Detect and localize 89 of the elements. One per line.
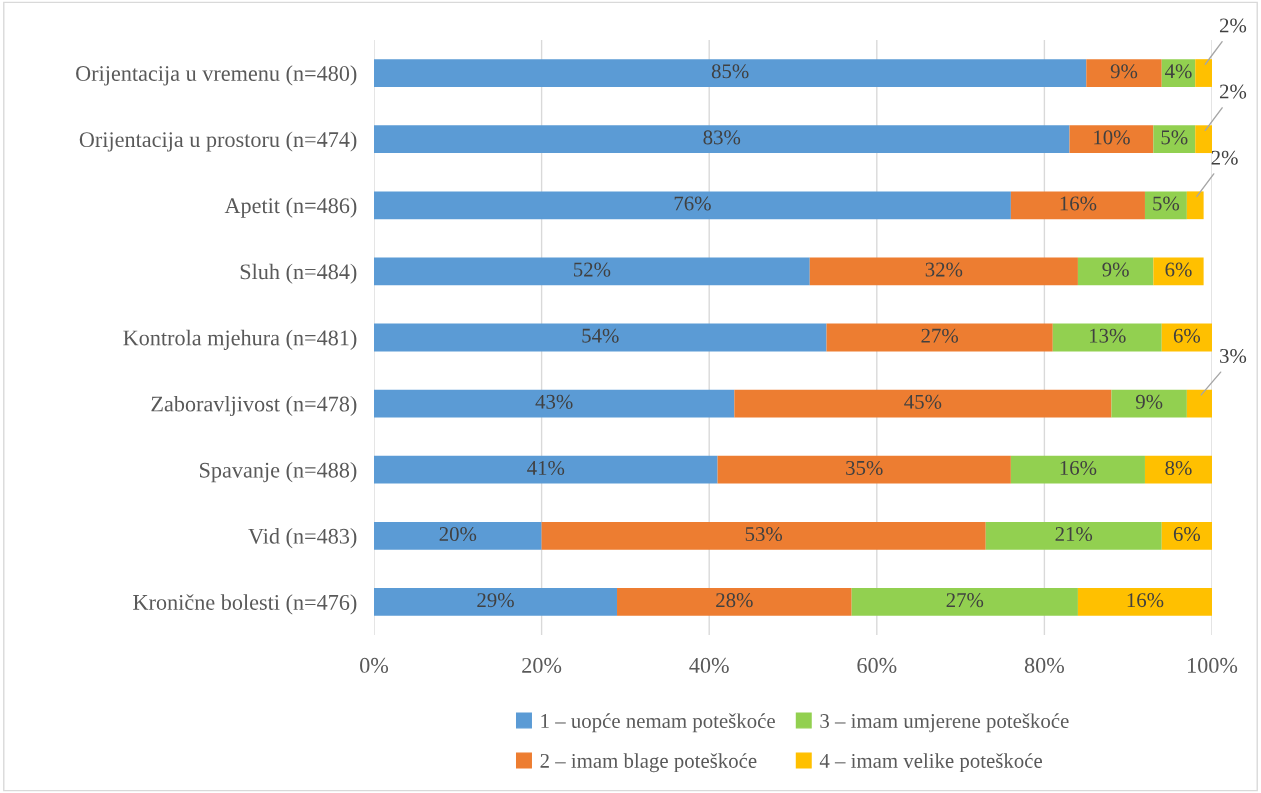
bar bbox=[1153, 257, 1204, 286]
bar bbox=[809, 257, 1078, 286]
data-label: 16% bbox=[1060, 196, 1097, 211]
data-label: 20% bbox=[439, 526, 477, 542]
data-label: 35% bbox=[846, 460, 883, 476]
legend-label: 3 – imam umjerene poteškoće bbox=[820, 713, 1069, 733]
bar bbox=[851, 588, 1078, 616]
x-tick-label: 20% bbox=[522, 657, 562, 673]
bar bbox=[985, 521, 1162, 550]
y-tick-label: Apetit (n=486) bbox=[224, 197, 357, 218]
data-label: 43% bbox=[535, 394, 573, 409]
bar bbox=[1186, 191, 1204, 220]
data-label: 45% bbox=[904, 394, 942, 409]
data-label: 2% bbox=[1219, 18, 1247, 33]
data-label: 2% bbox=[1211, 150, 1238, 165]
x-tick-label: 0% bbox=[360, 657, 389, 673]
bar bbox=[374, 59, 1087, 87]
bar bbox=[1195, 59, 1212, 87]
data-label: 9% bbox=[1110, 64, 1138, 79]
data-label: 53% bbox=[745, 526, 783, 542]
bar bbox=[1010, 191, 1145, 220]
bar bbox=[1052, 323, 1162, 352]
bar bbox=[1077, 588, 1212, 616]
x-tick-label: 60% bbox=[857, 657, 897, 673]
data-label: 32% bbox=[925, 262, 963, 277]
data-label: 16% bbox=[1060, 460, 1097, 476]
bar bbox=[1186, 389, 1212, 418]
bar bbox=[374, 521, 542, 550]
x-tick-label: 80% bbox=[1024, 657, 1065, 673]
bar bbox=[826, 323, 1053, 352]
y-tick-label: Spavanje (n=488) bbox=[200, 462, 357, 483]
bar bbox=[541, 521, 986, 550]
bar bbox=[374, 257, 810, 286]
x-tick-label: 100% bbox=[1188, 657, 1238, 673]
bar bbox=[1195, 125, 1212, 154]
data-label: 27% bbox=[921, 328, 959, 343]
data-label: 16% bbox=[1127, 593, 1164, 608]
bar bbox=[1077, 257, 1154, 286]
bar bbox=[374, 455, 718, 484]
y-tick-label: Vid (n=483) bbox=[248, 528, 357, 549]
bar bbox=[1144, 455, 1212, 484]
y-tick-label: Sluh (n=484) bbox=[240, 263, 357, 284]
y-tick-label: Kronične bolesti (n=476) bbox=[133, 594, 357, 615]
bar bbox=[1111, 389, 1187, 418]
data-label: 83% bbox=[703, 130, 741, 145]
data-label: 9% bbox=[1135, 394, 1163, 409]
data-label: 29% bbox=[477, 593, 514, 608]
bar bbox=[1086, 59, 1162, 87]
legend-label: 1 – uopće nemam poteškoće bbox=[541, 713, 775, 733]
y-tick-label: Orijentacija u vremenu (n=480) bbox=[76, 65, 357, 86]
legend-label: 2 – imam blage poteškoće bbox=[540, 753, 757, 773]
data-label: 54% bbox=[582, 328, 619, 343]
data-label: 5% bbox=[1161, 130, 1188, 145]
bar bbox=[374, 588, 618, 616]
data-label: 6% bbox=[1165, 262, 1192, 277]
bar bbox=[374, 191, 1011, 220]
data-label: 76% bbox=[674, 196, 711, 211]
data-label: 52% bbox=[574, 262, 611, 277]
data-label: 3% bbox=[1220, 348, 1247, 364]
bar bbox=[1153, 125, 1196, 154]
bar bbox=[374, 323, 827, 352]
bar bbox=[617, 588, 852, 616]
bar bbox=[717, 455, 1011, 484]
data-label: 28% bbox=[716, 593, 753, 608]
bar bbox=[374, 125, 1070, 154]
y-tick-label: Orijentacija u prostoru (n=474) bbox=[79, 131, 357, 152]
bar bbox=[374, 389, 735, 418]
data-label: 85% bbox=[711, 64, 749, 79]
data-label: 2% bbox=[1219, 84, 1247, 99]
y-tick-label: Zaboravljivost (n=478) bbox=[151, 395, 357, 417]
data-label: 21% bbox=[1055, 526, 1093, 542]
data-label: 6% bbox=[1173, 526, 1201, 542]
data-label: 27% bbox=[946, 593, 984, 608]
bar bbox=[1144, 191, 1187, 220]
data-label: 41% bbox=[527, 460, 565, 476]
data-label: 10% bbox=[1094, 130, 1130, 145]
data-label: 6% bbox=[1173, 328, 1201, 343]
bar bbox=[734, 389, 1112, 418]
data-label: 9% bbox=[1102, 262, 1129, 277]
bar bbox=[1010, 455, 1145, 484]
data-label: 5% bbox=[1153, 196, 1180, 211]
x-tick-label: 40% bbox=[689, 657, 729, 673]
data-label: 8% bbox=[1165, 460, 1192, 476]
data-label: 13% bbox=[1089, 328, 1126, 343]
y-tick-label: Kontrola mjehura (n=481) bbox=[123, 329, 357, 350]
bar bbox=[1161, 521, 1212, 550]
bar bbox=[1069, 125, 1154, 154]
data-label: 4% bbox=[1165, 64, 1192, 79]
legend-label: 4 – imam velike poteškoće bbox=[819, 753, 1042, 773]
